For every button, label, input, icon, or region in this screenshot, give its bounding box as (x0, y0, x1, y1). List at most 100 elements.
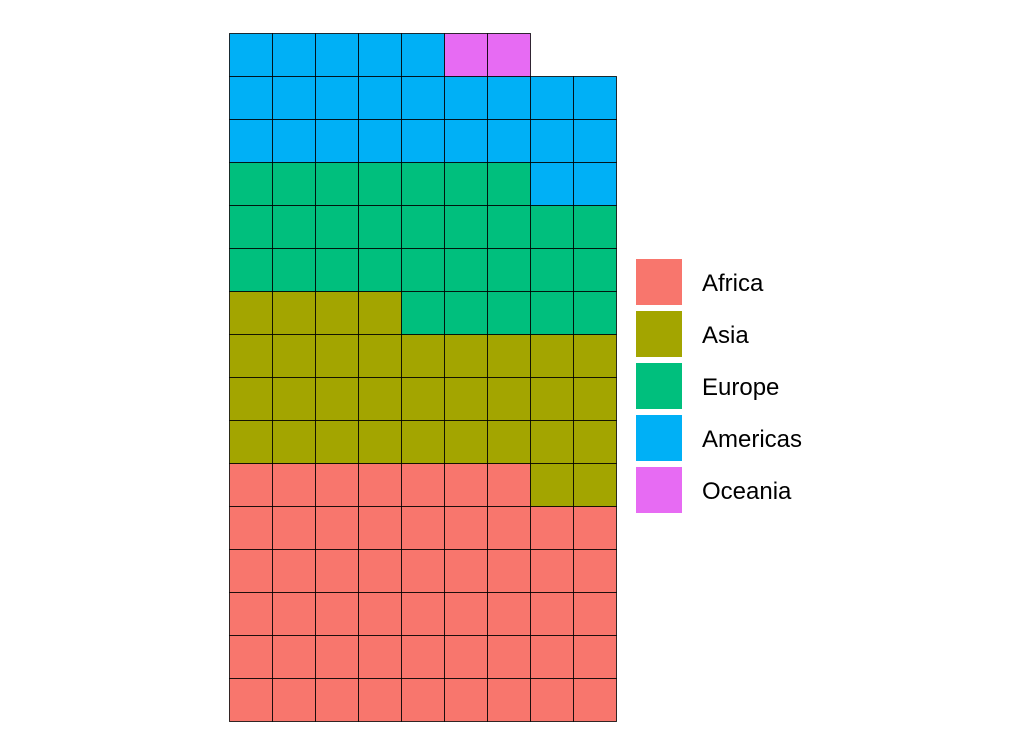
waffle-cell-europe (358, 162, 402, 206)
legend-key-oceania (636, 467, 682, 513)
waffle-cell-africa (487, 635, 531, 679)
waffle-cell-africa (315, 635, 359, 679)
waffle-cell-americas (229, 33, 273, 77)
waffle-cell-europe (573, 248, 617, 292)
legend-label-asia: Asia (702, 322, 749, 349)
waffle-cell-americas (444, 76, 488, 120)
waffle-cell-asia (573, 420, 617, 464)
waffle-cell-africa (358, 678, 402, 722)
waffle-cell-americas (315, 119, 359, 163)
legend-label-africa: Africa (702, 270, 764, 297)
waffle-cell-africa (315, 463, 359, 507)
waffle-cell-africa (444, 549, 488, 593)
waffle-cell-asia (401, 334, 445, 378)
waffle-cell-africa (530, 506, 574, 550)
waffle-cell-africa (401, 463, 445, 507)
waffle-cell-europe (315, 162, 359, 206)
waffle-cell-africa (358, 506, 402, 550)
waffle-cell-americas (487, 76, 531, 120)
waffle-cell-africa (401, 549, 445, 593)
waffle-cell-europe (358, 248, 402, 292)
waffle-cell-americas (358, 33, 402, 77)
waffle-cell-americas (401, 119, 445, 163)
waffle-cell-africa (573, 678, 617, 722)
waffle-cell-europe (229, 248, 273, 292)
waffle-cell-africa (315, 549, 359, 593)
legend-key-asia (636, 311, 682, 357)
waffle-cell-americas (401, 76, 445, 120)
waffle-cell-europe (573, 291, 617, 335)
waffle-cell-africa (444, 506, 488, 550)
waffle-cell-africa (229, 635, 273, 679)
waffle-cell-asia (315, 291, 359, 335)
waffle-cell-africa (487, 549, 531, 593)
waffle-cell-americas (229, 119, 273, 163)
waffle-cell-africa (487, 592, 531, 636)
waffle-cell-americas (229, 76, 273, 120)
waffle-cell-asia (444, 420, 488, 464)
legend-key-americas (636, 415, 682, 461)
waffle-cell-asia (573, 463, 617, 507)
waffle-cell-africa (272, 506, 316, 550)
waffle-cell-europe (530, 248, 574, 292)
waffle-cell-asia (358, 334, 402, 378)
waffle-cell-africa (229, 549, 273, 593)
waffle-cell-africa (573, 506, 617, 550)
waffle-cell-europe (487, 205, 531, 249)
waffle-cell-asia (229, 420, 273, 464)
waffle-cell-europe (444, 162, 488, 206)
waffle-cell-europe (315, 248, 359, 292)
waffle-cell-africa (401, 506, 445, 550)
legend-key-europe (636, 363, 682, 409)
waffle-cell-americas (530, 162, 574, 206)
waffle-cell-asia (401, 420, 445, 464)
waffle-cell-africa (573, 635, 617, 679)
waffle-cell-asia (272, 291, 316, 335)
waffle-cell-asia (573, 377, 617, 421)
waffle-cell-asia (487, 377, 531, 421)
waffle-cell-africa (272, 678, 316, 722)
waffle-cell-africa (401, 678, 445, 722)
waffle-cell-asia (272, 377, 316, 421)
waffle-cell-africa (444, 635, 488, 679)
waffle-cell-europe (401, 291, 445, 335)
waffle-cell-africa (444, 678, 488, 722)
waffle-cell-africa (401, 592, 445, 636)
waffle-cell-europe (229, 205, 273, 249)
waffle-cell-europe (229, 162, 273, 206)
waffle-cell-asia (358, 377, 402, 421)
waffle-cell-asia (229, 377, 273, 421)
waffle-cell-africa (229, 592, 273, 636)
waffle-cell-africa (272, 463, 316, 507)
waffle-cell-africa (229, 506, 273, 550)
waffle-cell-americas (573, 162, 617, 206)
waffle-cell-asia (530, 420, 574, 464)
waffle-cell-africa (272, 635, 316, 679)
waffle-cell-americas (358, 76, 402, 120)
waffle-cell-europe (444, 291, 488, 335)
waffle-cell-africa (315, 592, 359, 636)
waffle-cell-asia (229, 334, 273, 378)
waffle-cell-americas (487, 119, 531, 163)
waffle-cell-asia (272, 334, 316, 378)
waffle-cell-asia (401, 377, 445, 421)
waffle-cell-africa (401, 635, 445, 679)
waffle-cell-americas (401, 33, 445, 77)
waffle-cell-asia (229, 291, 273, 335)
waffle-cell-americas (530, 76, 574, 120)
waffle-cell-asia (358, 291, 402, 335)
waffle-cell-europe (315, 205, 359, 249)
waffle-cell-americas (444, 119, 488, 163)
waffle-cell-asia (573, 334, 617, 378)
waffle-cell-asia (487, 334, 531, 378)
waffle-cell-africa (358, 549, 402, 593)
waffle-cell-asia (530, 463, 574, 507)
waffle-cell-africa (272, 549, 316, 593)
waffle-cell-americas (358, 119, 402, 163)
waffle-cell-africa (229, 678, 273, 722)
waffle-cell-europe (444, 205, 488, 249)
waffle-cell-africa (487, 506, 531, 550)
waffle-cell-africa (444, 463, 488, 507)
waffle-cell-europe (530, 291, 574, 335)
waffle-cell-africa (530, 549, 574, 593)
